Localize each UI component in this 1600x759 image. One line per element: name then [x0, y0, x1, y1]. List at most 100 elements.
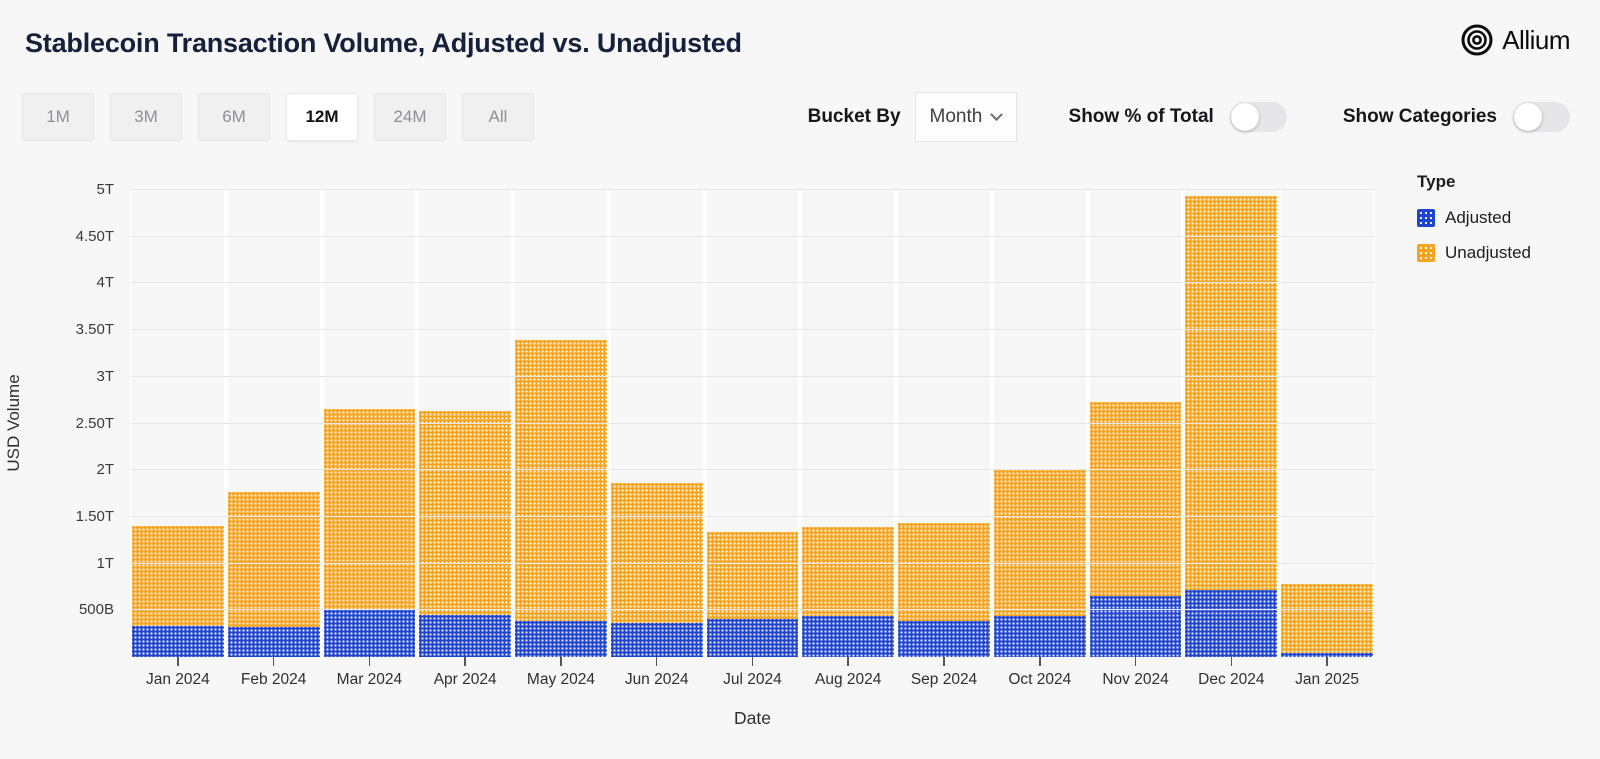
y-tick-label: 4.50T: [75, 227, 114, 245]
bar-nov-2024[interactable]: [1087, 190, 1184, 657]
y-tick-label: 3.50T: [75, 321, 114, 339]
x-axis-cell: Jan 2025: [1279, 657, 1375, 689]
time-range-group: 1M 3M 6M 12M 24M All: [22, 93, 534, 141]
x-tickmark: [1134, 657, 1137, 666]
x-tickmark: [943, 657, 945, 666]
bar-may-2024[interactable]: [513, 190, 609, 657]
bar-segment-adjusted: [898, 620, 990, 657]
bar-segment-adjusted: [323, 610, 416, 657]
x-tickmark: [1326, 657, 1328, 666]
y-axis-title: USD Volume: [4, 374, 23, 472]
toggle-knob: [1230, 103, 1259, 131]
bar-segment-unadjusted: [515, 340, 607, 621]
x-tickmark: [177, 657, 179, 666]
x-axis-cell: Feb 2024: [226, 657, 322, 689]
x-tick-label: Jan 2024: [145, 671, 210, 688]
bar-feb-2024[interactable]: [225, 190, 322, 657]
legend-label: Unadjusted: [1445, 243, 1532, 262]
gridline: [130, 562, 1375, 564]
bar-aug-2024[interactable]: [800, 190, 897, 657]
bar-segment-adjusted: [227, 627, 320, 657]
bar-segment-adjusted: [993, 615, 1086, 657]
gridline: [130, 469, 1375, 471]
x-tickmark: [847, 657, 849, 666]
x-axis-cell: Oct 2024: [992, 657, 1088, 689]
x-tickmark: [1230, 657, 1233, 666]
x-tickmark: [368, 657, 371, 666]
bar-segment-adjusted: [515, 620, 607, 657]
x-axis-cell: Aug 2024: [800, 657, 896, 689]
x-tickmark: [655, 657, 658, 666]
x-axis-cell: May 2024: [513, 657, 609, 689]
gridline: [130, 189, 1375, 190]
range-button-12m[interactable]: 12M: [286, 93, 358, 141]
range-button-3m[interactable]: 3M: [110, 93, 182, 141]
range-button-24m[interactable]: 24M: [374, 93, 446, 141]
legend-label: Adjusted: [1445, 208, 1512, 227]
show-categories-label: Show Categories: [1342, 106, 1497, 127]
bar-apr-2024[interactable]: [417, 190, 514, 657]
x-axis: Jan 2024 Feb 2024 Mar 2024 Apr 2024 May 2024…: [130, 657, 1375, 689]
bars-container: [130, 190, 1375, 657]
bar-segment-adjusted: [610, 623, 703, 657]
bar-segment-unadjusted: [706, 531, 799, 619]
bar-jul-2024[interactable]: [704, 190, 801, 657]
x-tick-label: Oct 2024: [1008, 671, 1072, 688]
toggle-knob: [1514, 103, 1542, 131]
bar-segment-adjusted: [419, 614, 512, 657]
bar-mar-2024[interactable]: [321, 190, 418, 657]
y-tick-label: 1T: [96, 554, 114, 572]
y-tick-label: 5T: [96, 181, 114, 198]
legend-title: Type: [1417, 172, 1456, 191]
bar-segment-unadjusted: [802, 527, 895, 616]
gridline: [130, 515, 1375, 517]
gridline: [130, 609, 1375, 611]
legend-item-unadjusted[interactable]: Unadjusted: [1417, 243, 1572, 263]
bar-segment-adjusted: [706, 618, 799, 657]
allium-rings-icon: [1459, 22, 1495, 58]
x-tick-label: Jan 2025: [1295, 671, 1359, 688]
x-tick-label: Mar 2024: [336, 671, 403, 688]
bar-segment-unadjusted: [132, 526, 224, 627]
gridline: [130, 329, 1375, 331]
bucket-by-value: Month: [929, 106, 983, 127]
show-percent-toggle[interactable]: [1229, 102, 1287, 132]
bar-segment-unadjusted: [227, 491, 320, 628]
bar-segment-adjusted: [802, 615, 895, 657]
bar-oct-2024[interactable]: [991, 190, 1088, 657]
chart-options: Bucket By Month Show % of Total Show Cat…: [808, 92, 1570, 142]
bar-jan-2025[interactable]: [1279, 190, 1375, 657]
x-tick-label: May 2024: [526, 671, 595, 688]
show-percent-label: Show % of Total: [1068, 106, 1214, 127]
range-button-all[interactable]: All: [462, 93, 534, 141]
chart-area: USD Volume 500B 1T 1.50T 2T 2.50T 3T 3.50T 4T 4.…: [0, 160, 1600, 759]
bar-segment-unadjusted: [323, 408, 416, 611]
legend-swatch-icon: [1417, 209, 1435, 227]
bar-segment-adjusted: [132, 626, 224, 657]
bar-sep-2024[interactable]: [896, 190, 992, 657]
y-tick-label: 1.50T: [75, 507, 114, 525]
bar-jun-2024[interactable]: [608, 190, 705, 657]
x-tick-label: Jul 2024: [723, 671, 782, 688]
x-tickmark: [464, 657, 466, 666]
bar-segment-unadjusted: [1281, 584, 1373, 654]
range-button-6m[interactable]: 6M: [198, 93, 270, 141]
x-tick-label: Aug 2024: [815, 671, 882, 688]
bar-segment-adjusted: [1089, 596, 1182, 657]
x-axis-cell: Jan 2024: [130, 657, 226, 689]
bar-segment-unadjusted: [610, 483, 703, 624]
show-categories-toggle[interactable]: [1513, 102, 1570, 132]
legend-item-adjusted[interactable]: Adjusted: [1417, 208, 1572, 228]
bucket-by-label: Bucket By: [807, 106, 901, 127]
bar-segment-adjusted: [1185, 589, 1278, 657]
bar-segment-unadjusted: [993, 470, 1086, 616]
range-button-1m[interactable]: 1M: [22, 93, 94, 141]
legend: Type Adjusted Unadjusted: [1417, 172, 1572, 278]
bar-dec-2024[interactable]: [1183, 190, 1280, 657]
plot-area: 500B 1T 1.50T 2T 2.50T 3T 3.50T 4T 4.50T 5T: [76, 181, 1375, 657]
x-tickmark: [751, 657, 754, 666]
brand-name: Allium: [1502, 24, 1570, 55]
x-axis-cell: Dec 2024: [1183, 657, 1279, 689]
bar-jan-2024[interactable]: [130, 190, 226, 657]
bucket-by-dropdown[interactable]: Month: [914, 92, 1017, 142]
